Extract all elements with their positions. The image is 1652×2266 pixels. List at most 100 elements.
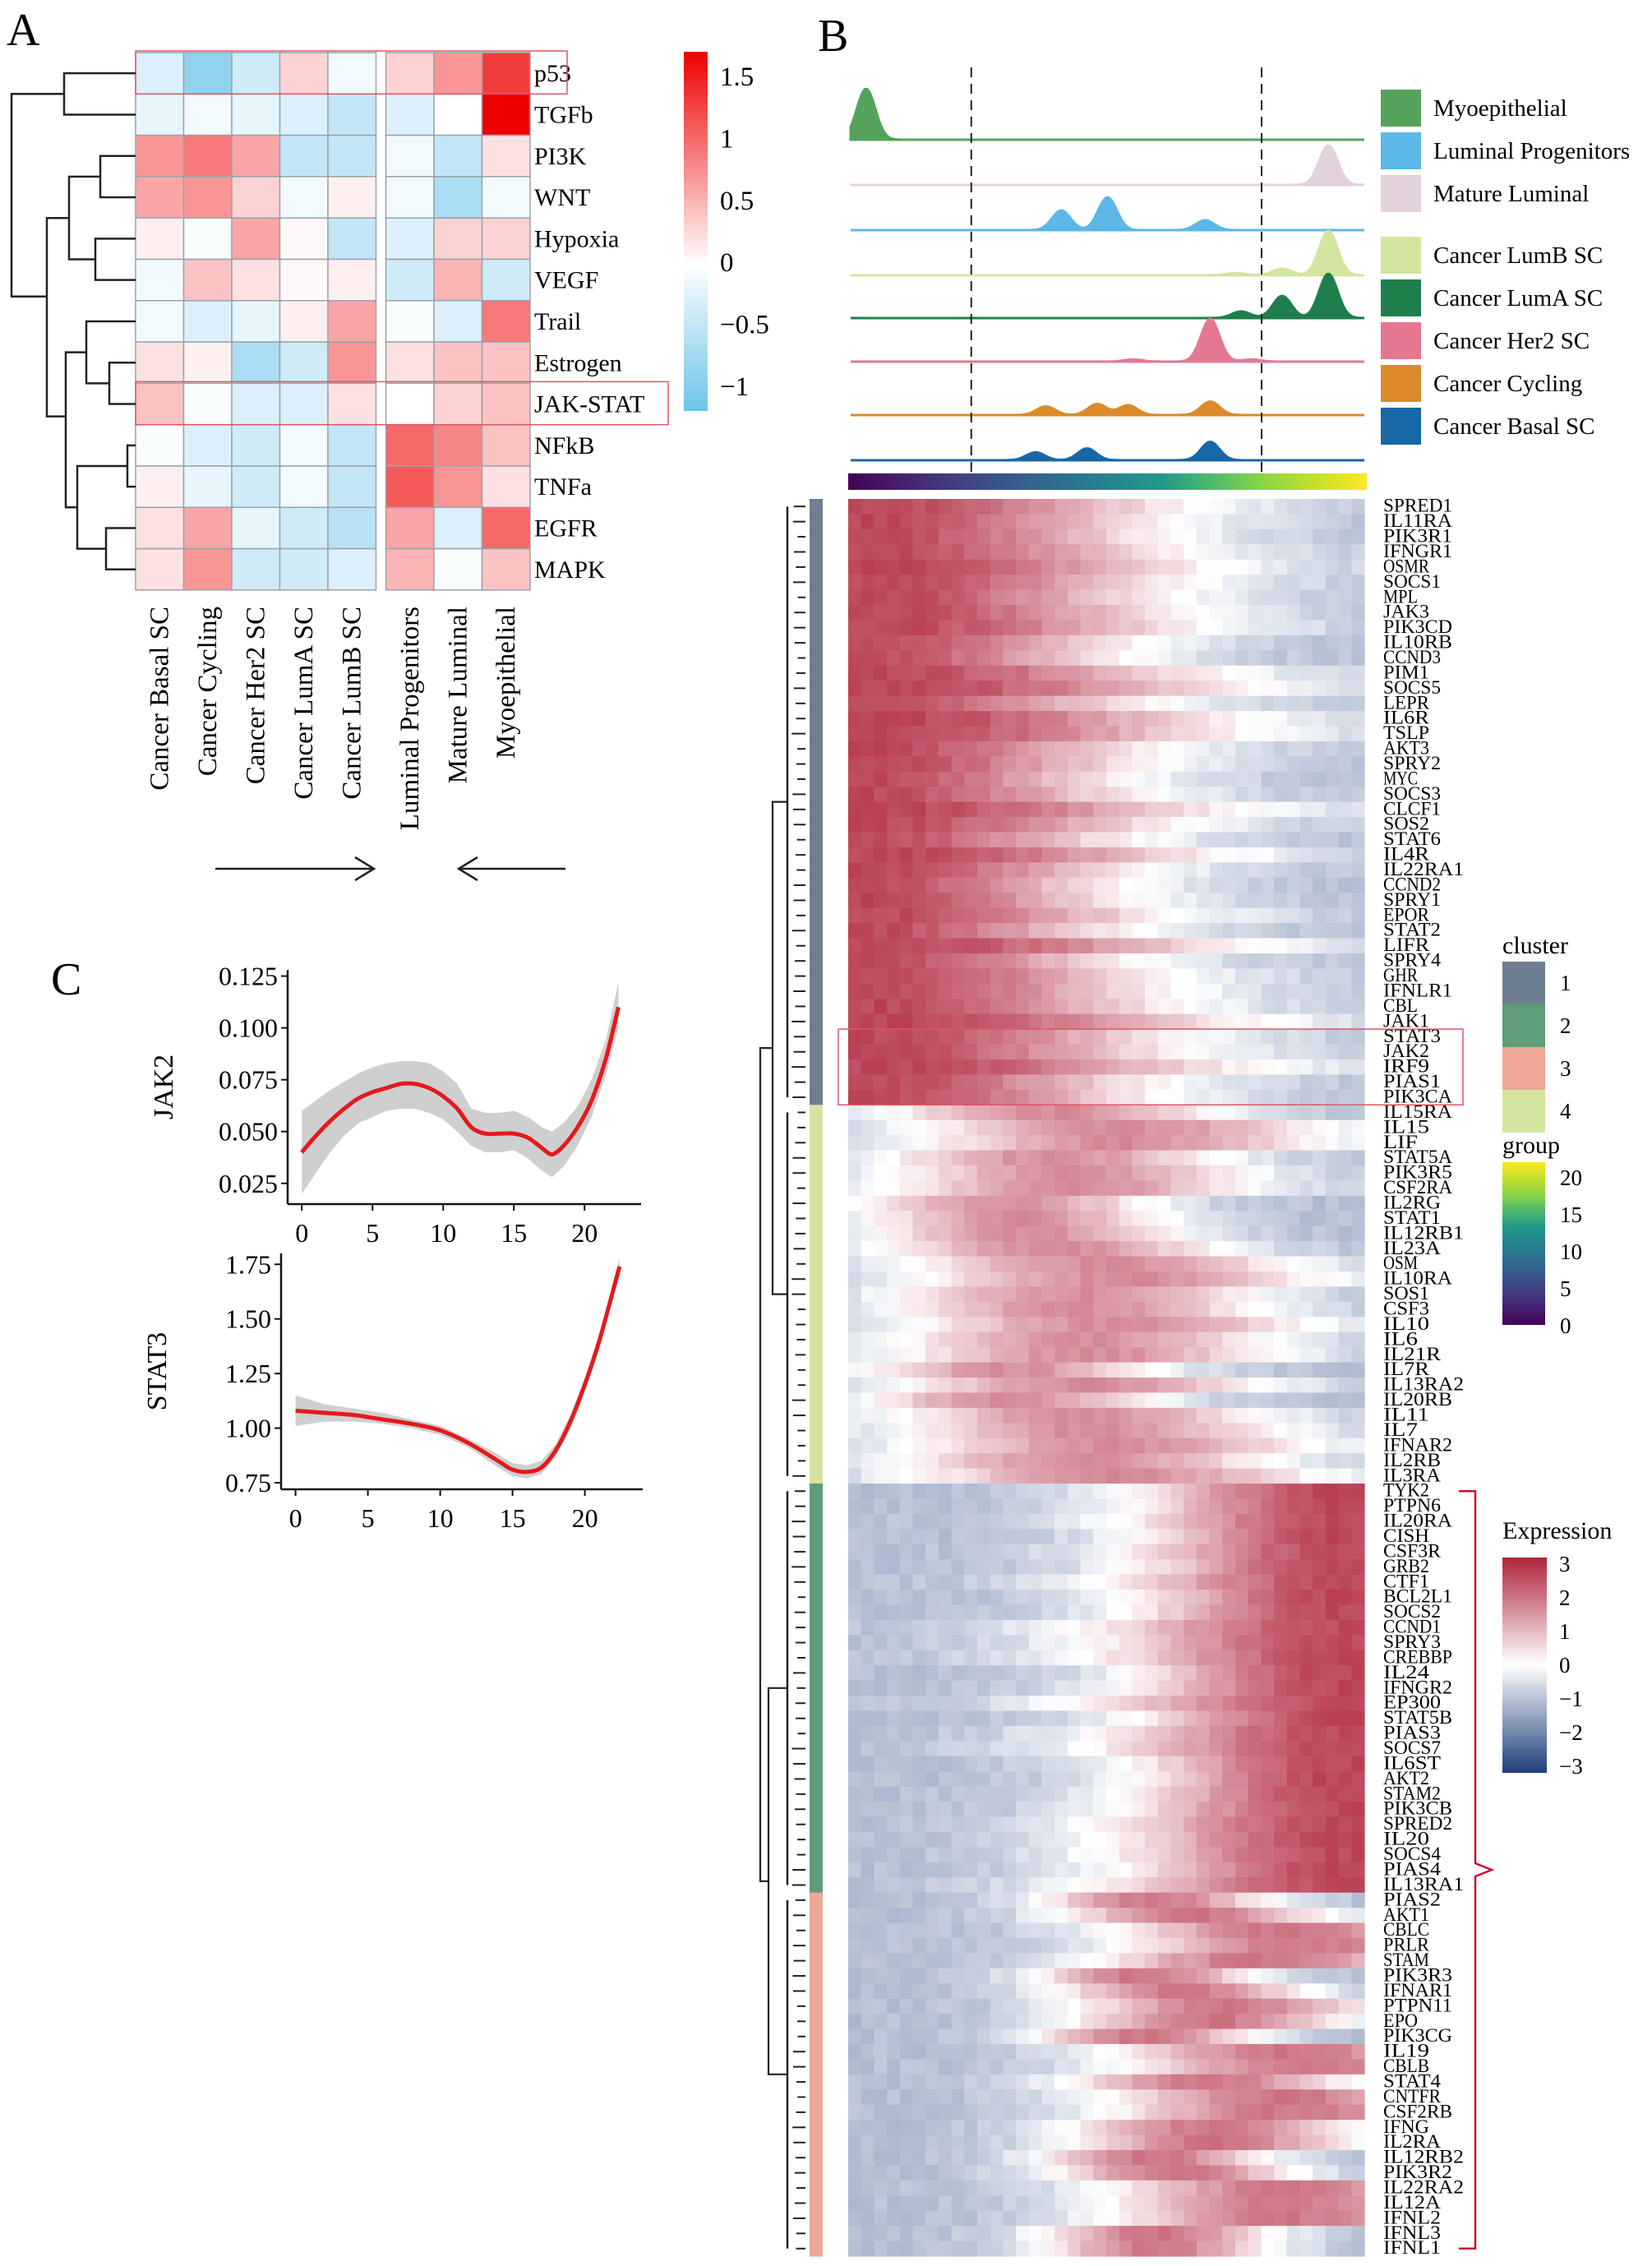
heatmap-cell (1106, 665, 1120, 681)
heatmap-cell (1093, 1468, 1107, 1484)
heatmap-cell (874, 1998, 888, 2014)
heatmap-cell (938, 1680, 953, 1696)
heatmap-cell (1080, 1892, 1094, 1908)
heatmap-cell (1325, 1847, 1340, 1863)
heatmap-cell (1145, 1908, 1159, 1924)
heatmap-cell (938, 1696, 953, 1712)
heatmap-cell (1106, 575, 1120, 591)
heatmap-cell (1170, 2014, 1184, 2030)
heatmap-cell (1003, 893, 1017, 909)
heatmap-cell (887, 1165, 901, 1181)
heatmap-cell (433, 52, 483, 95)
heatmap-cell (1157, 999, 1172, 1015)
heatmap-cell (1313, 817, 1327, 833)
heatmap-cell (1313, 847, 1327, 863)
heatmap-cell (977, 726, 991, 742)
heatmap-cell (1286, 1802, 1301, 1818)
legend-label: Cancer Basal SC (1433, 413, 1595, 440)
heatmap-cell (874, 559, 888, 575)
heatmap-cell (1274, 1347, 1288, 1364)
heatmap-cell (925, 1559, 939, 1576)
cluster-annotation (810, 605, 823, 621)
heatmap-cell (874, 665, 888, 681)
heatmap-cell (1093, 2120, 1107, 2136)
cluster-annotation (810, 968, 823, 985)
heatmap-cell (1119, 817, 1133, 833)
heatmap-cell (938, 756, 953, 773)
heatmap-cell (861, 1135, 874, 1151)
heatmap-cell (1209, 1331, 1223, 1348)
heatmap-cell (1119, 1074, 1133, 1091)
heatmap-cell (990, 1998, 1004, 2014)
heatmap-cell (1222, 1468, 1236, 1484)
heatmap-cell (1132, 2059, 1146, 2075)
heatmap-cell (951, 1301, 965, 1318)
heatmap-cell (1016, 2074, 1030, 2090)
heatmap-cell (951, 1165, 965, 1181)
heatmap-cell (1338, 528, 1352, 545)
heatmap-cell (1222, 1816, 1236, 1833)
heatmap-cell (899, 514, 914, 530)
heatmap-cell (990, 1498, 1004, 1515)
heatmap-cell (1235, 1468, 1249, 1484)
heatmap-cell (1286, 1013, 1301, 1030)
gene-label: STAT6 (1383, 828, 1441, 849)
heatmap-cell (1235, 681, 1249, 697)
heatmap-cell (1286, 907, 1301, 924)
heatmap-cell (1313, 1680, 1327, 1696)
heatmap-cell (1003, 817, 1017, 833)
heatmap-cell (1080, 907, 1094, 924)
heatmap-cell (938, 1816, 953, 1833)
heatmap-cell (1261, 1953, 1275, 1969)
heatmap-cell (1261, 1877, 1275, 1894)
heatmap-cell (1119, 499, 1133, 515)
heatmap-cell (1338, 1968, 1352, 1984)
heatmap-cell (1132, 1725, 1146, 1742)
heatmap-cell (1093, 589, 1107, 606)
gene-label: IL10RB (1383, 632, 1452, 653)
heatmap-cell (1184, 1862, 1197, 1878)
heatmap-cell (1106, 1650, 1120, 1666)
heatmap-cell (1054, 1544, 1068, 1560)
heatmap-cell (977, 1286, 991, 1303)
heatmap-cell (912, 847, 926, 863)
heatmap-cell (964, 1559, 978, 1576)
gene-label: CCND1 (1383, 1617, 1441, 1637)
heatmap-cell (977, 499, 991, 515)
heatmap-cell (1093, 1105, 1107, 1121)
heatmap-row (848, 1331, 1365, 1348)
heatmap-cell (925, 726, 939, 742)
cluster-annotation (810, 1544, 823, 1560)
heatmap-cell (182, 341, 233, 385)
heatmap-cell (1003, 2014, 1017, 2030)
heatmap-cell (1274, 1680, 1288, 1696)
heatmap-cell (938, 1468, 953, 1484)
heatmap-cell (1248, 605, 1262, 621)
heatmap-cell (1170, 1908, 1184, 1924)
heatmap-cell (1286, 514, 1301, 530)
heatmap-row (848, 877, 1365, 893)
heatmap-cell (874, 1877, 888, 1894)
heatmap-cell (1093, 635, 1107, 651)
heatmap-cell (977, 1862, 991, 1878)
heatmap-cell (951, 1953, 965, 1969)
heatmap-cell (1119, 1362, 1133, 1378)
heatmap-cell (1313, 1816, 1327, 1833)
heatmap-cell (1054, 1574, 1068, 1590)
heatmap-cell (977, 1741, 991, 1757)
heatmap-cell (848, 2165, 862, 2181)
heatmap-cell (1016, 1619, 1030, 1636)
heatmap-cell (1274, 999, 1288, 1015)
heatmap-cell (1016, 1877, 1030, 1894)
heatmap-cell (887, 1710, 901, 1727)
heatmap-cell (1028, 1271, 1043, 1288)
heatmap-cell (1261, 983, 1275, 999)
heatmap-cell (1351, 1453, 1365, 1470)
density-ridge (849, 87, 1364, 141)
heatmap-cell (1067, 1150, 1082, 1166)
heatmap-cell (1145, 1847, 1159, 1863)
heatmap-cell (433, 134, 483, 178)
heatmap-cell (1106, 938, 1120, 954)
heatmap-cell (1338, 1407, 1352, 1424)
heatmap-cell (1054, 983, 1068, 999)
